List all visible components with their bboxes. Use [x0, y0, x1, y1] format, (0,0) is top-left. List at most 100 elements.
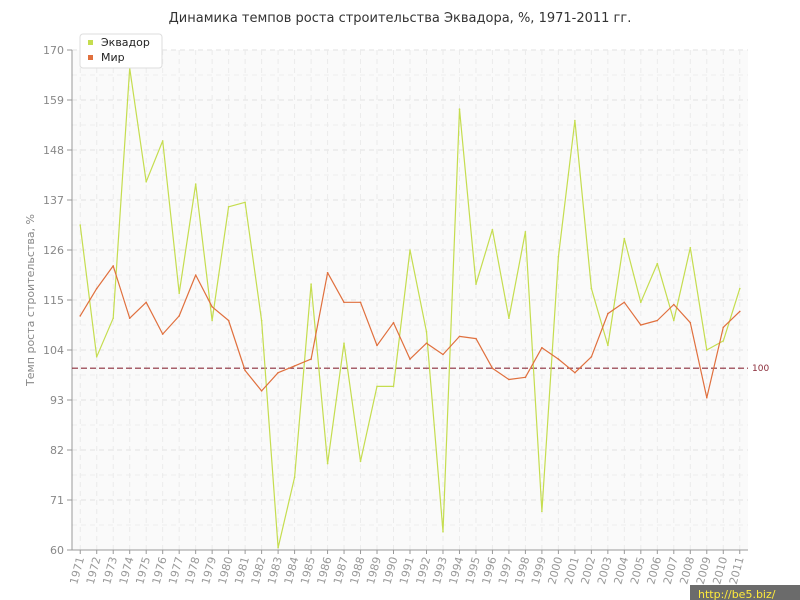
data-point	[458, 335, 461, 338]
data-point	[425, 342, 428, 345]
y-axis-label: Темп роста строительства, %	[24, 214, 37, 387]
y-tick-label: 93	[50, 394, 64, 407]
data-point	[359, 301, 362, 304]
data-point	[442, 353, 444, 356]
series-lines	[79, 67, 741, 549]
data-point	[656, 262, 659, 265]
data-point	[326, 271, 329, 274]
data-point	[640, 324, 642, 326]
data-point	[508, 378, 510, 381]
y-tick-label: 170	[43, 44, 64, 57]
legend-entry[interactable]: Эквадор	[101, 36, 150, 49]
data-point	[574, 371, 576, 374]
y-tick-label: 60	[50, 544, 64, 557]
data-point	[640, 301, 642, 304]
data-point	[112, 265, 114, 267]
data-point	[590, 356, 593, 358]
data-point	[425, 331, 428, 333]
data-point	[343, 301, 345, 304]
grid-lines	[72, 49, 748, 551]
data-point	[739, 310, 741, 313]
data-point	[541, 510, 543, 513]
data-point	[706, 396, 708, 399]
data-point	[376, 385, 378, 388]
legend[interactable]: Эквадор Мир	[79, 33, 163, 69]
data-point	[260, 319, 263, 322]
data-point	[722, 340, 725, 342]
data-point	[178, 292, 180, 295]
data-point	[343, 342, 345, 345]
data-point	[475, 283, 477, 285]
data-point	[607, 312, 609, 315]
data-point	[409, 249, 411, 251]
data-point	[392, 321, 395, 324]
data-point	[79, 315, 81, 317]
data-point	[227, 319, 230, 322]
y-tick-label: 159	[43, 94, 64, 107]
reference-line: 100	[72, 364, 769, 374]
data-point	[442, 531, 444, 533]
data-point	[524, 376, 527, 379]
data-point	[541, 346, 543, 349]
legend-marker	[88, 55, 93, 60]
legend-entry[interactable]: Мир	[101, 51, 125, 64]
data-point	[673, 319, 675, 322]
data-point	[277, 546, 279, 549]
data-point	[128, 317, 131, 320]
reference-line-label: 100	[752, 364, 769, 374]
y-tick-label: 71	[50, 494, 64, 507]
legend-box	[79, 33, 163, 69]
data-point	[194, 274, 197, 276]
data-point	[326, 462, 329, 465]
data-point	[244, 201, 246, 204]
data-point	[244, 369, 246, 372]
data-point	[475, 337, 477, 340]
data-point	[574, 119, 576, 122]
data-point	[524, 231, 527, 233]
y-tick-label: 82	[50, 444, 64, 457]
data-point	[623, 237, 626, 240]
data-point	[211, 319, 213, 322]
watermark[interactable]: http://be5.biz/	[690, 585, 800, 600]
chart-title: Динамика темпов роста строительства Эква…	[169, 11, 632, 26]
data-point	[293, 365, 296, 367]
data-point	[310, 358, 312, 360]
y-tick-label: 115	[43, 294, 64, 307]
data-point	[161, 140, 164, 142]
y-tick-label: 104	[43, 344, 64, 357]
data-point	[491, 367, 494, 370]
y-tick-label: 137	[43, 194, 64, 207]
y-tick-label: 148	[43, 144, 64, 157]
data-point	[689, 246, 692, 249]
data-point	[95, 356, 98, 358]
data-point	[706, 349, 708, 351]
data-point	[623, 301, 626, 304]
data-point	[359, 460, 362, 463]
data-point	[722, 326, 725, 329]
data-point	[260, 390, 263, 392]
y-axis-ticks: 60 71 82 93 104 115 126 137 148 159 170	[43, 44, 72, 557]
data-point	[79, 224, 81, 226]
y-tick-label: 126	[43, 244, 64, 257]
data-point	[178, 315, 180, 317]
data-point	[673, 303, 675, 306]
data-point	[508, 317, 510, 320]
data-point	[145, 301, 147, 304]
data-point	[194, 183, 197, 185]
watermark-text[interactable]: http://be5.biz/	[698, 588, 776, 600]
data-point	[689, 321, 692, 324]
data-point	[607, 344, 609, 347]
data-point	[409, 358, 411, 360]
data-point	[376, 344, 378, 347]
data-point	[227, 206, 230, 208]
data-point	[95, 287, 98, 290]
data-point	[145, 181, 147, 183]
data-point	[590, 287, 593, 290]
data-point	[458, 108, 461, 110]
data-point	[277, 371, 279, 374]
data-point	[739, 287, 741, 290]
data-point	[656, 319, 659, 322]
data-point	[161, 333, 164, 335]
data-point	[211, 306, 213, 308]
